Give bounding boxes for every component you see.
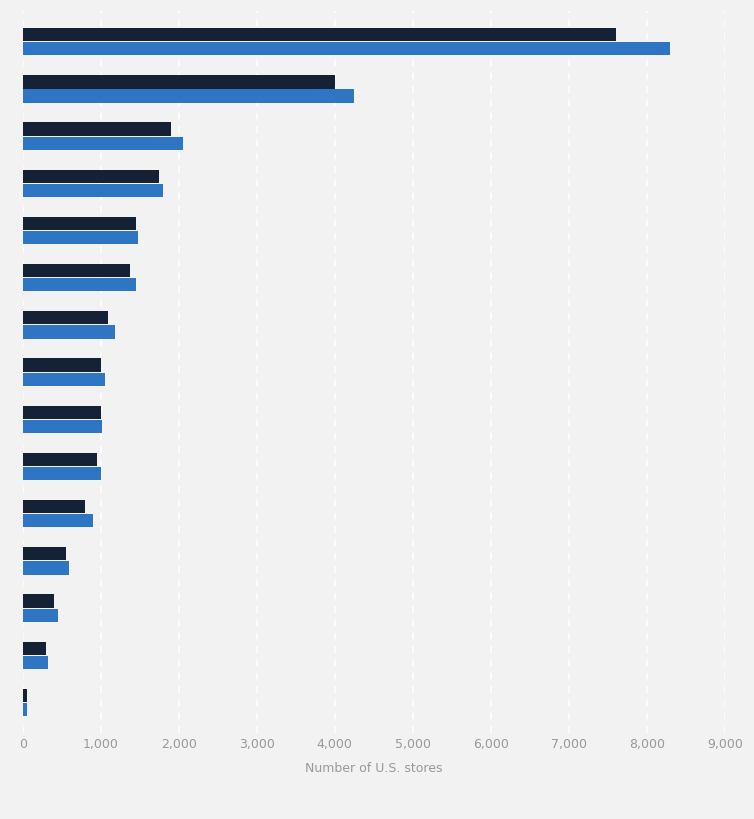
Bar xyxy=(23,264,130,278)
X-axis label: Number of U.S. stores: Number of U.S. stores xyxy=(305,762,443,775)
Bar xyxy=(23,278,136,292)
Bar xyxy=(23,28,616,41)
Bar xyxy=(23,595,54,608)
Bar xyxy=(23,123,171,136)
Bar xyxy=(23,325,115,338)
Bar xyxy=(23,453,97,466)
Bar xyxy=(23,467,101,480)
Bar xyxy=(23,75,335,88)
Bar xyxy=(23,311,109,324)
Bar xyxy=(23,183,163,197)
Bar xyxy=(23,561,69,575)
Bar xyxy=(23,689,26,702)
Bar xyxy=(23,609,58,622)
Bar xyxy=(23,420,103,433)
Bar xyxy=(23,170,159,183)
Bar xyxy=(23,359,101,372)
Bar xyxy=(23,641,46,655)
Bar xyxy=(23,547,66,560)
Bar xyxy=(23,217,136,230)
Bar xyxy=(23,405,101,419)
Bar xyxy=(23,703,27,716)
Bar xyxy=(23,43,670,56)
Bar xyxy=(23,656,48,669)
Bar xyxy=(23,500,85,514)
Bar xyxy=(23,89,354,102)
Bar xyxy=(23,231,138,244)
Bar xyxy=(23,137,182,150)
Bar xyxy=(23,514,93,527)
Bar xyxy=(23,373,105,386)
